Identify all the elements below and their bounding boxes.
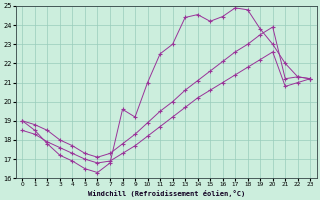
X-axis label: Windchill (Refroidissement éolien,°C): Windchill (Refroidissement éolien,°C) <box>88 190 245 197</box>
